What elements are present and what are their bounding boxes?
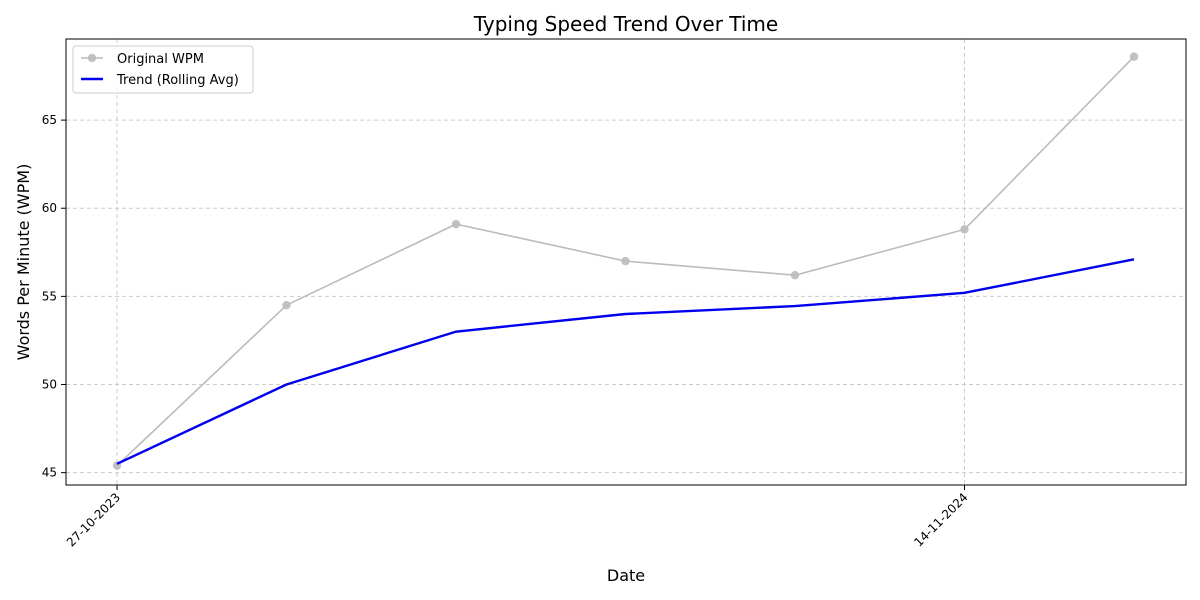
trend-line [116, 258, 1135, 465]
grid-lines [66, 39, 1186, 485]
series-layer [112, 52, 1139, 470]
original-wpm-point [282, 300, 291, 310]
legend-box [72, 45, 254, 94]
y-tick-label: 50 [42, 378, 57, 392]
legend-label-original: Original WPM [117, 52, 204, 67]
original-wpm-point [451, 219, 461, 229]
original-wpm-point [960, 225, 969, 234]
y-tick-label: 65 [42, 113, 57, 127]
y-tick-label: 60 [42, 201, 57, 215]
original-wpm-point [790, 271, 800, 280]
plot-frame [65, 38, 1187, 486]
x-tick-label: 27-10-2023 [64, 490, 123, 549]
y-tick-label: 45 [42, 466, 57, 480]
legend-label-trend: Trend (Rolling Avg) [116, 73, 239, 88]
original-wpm-point [1129, 52, 1139, 61]
x-axis-label: Date [607, 566, 645, 585]
original-wpm-point [621, 256, 630, 266]
x-axis: 27-10-2023 14-11-2024 [64, 485, 971, 549]
y-tick-label: 55 [42, 289, 57, 303]
legend: Original WPM Trend (Rolling Avg) [72, 45, 254, 94]
chart-title: Typing Speed Trend Over Time [473, 12, 778, 36]
x-tick-label: 14-11-2024 [911, 490, 970, 549]
y-axis-label: Words Per Minute (WPM) [14, 164, 33, 361]
y-axis: 45 50 55 60 65 [42, 113, 66, 480]
legend-marker-original [87, 53, 97, 63]
